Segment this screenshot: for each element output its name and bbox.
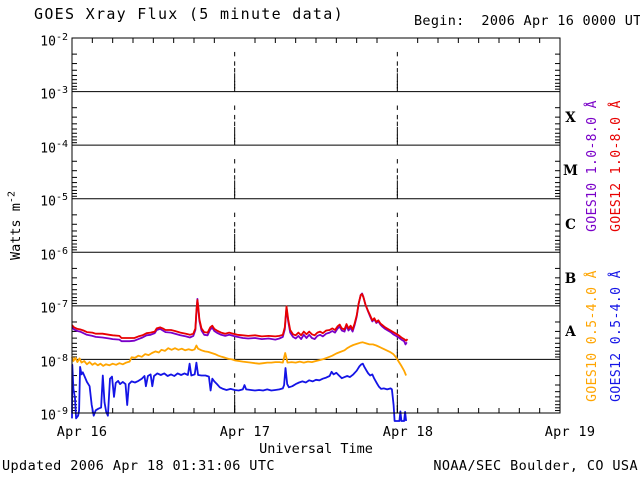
y-tick-1e-4: 10-4 (40, 139, 68, 157)
legend-goes10-long: GOES10 1.0-8.0 Å (585, 100, 600, 232)
page-title: GOES Xray Flux (5 minute data) (34, 5, 344, 23)
legend-goes12-short: GOES12 0.5-4.0 Å (609, 270, 624, 402)
y-tick-1e-9: 10-9 (40, 406, 68, 424)
plot-frame (71, 37, 561, 414)
x-axis-label: Universal Time (259, 441, 373, 457)
flare-class-m: M (563, 163, 578, 179)
updated-timestamp: Updated 2006 Apr 18 01:31:06 UTC (2, 458, 275, 474)
begin-time-label: Begin: 2006 Apr 16 0000 UTC (414, 13, 640, 29)
y-tick-1e-8: 10-8 (40, 353, 68, 371)
noaa-credit: NOAA/SEC Boulder, CO USA (433, 458, 638, 474)
flare-class-b: B (564, 271, 577, 287)
xray-curve-goes12-0-5-4-0- (71, 361, 407, 422)
flare-class-c: C (565, 217, 576, 233)
legend-goes10-short: GOES10 0.5-4.0 Å (585, 270, 600, 402)
y-tick-1e-7: 10-7 (40, 299, 68, 317)
y-tick-1e-2: 10-2 (40, 32, 68, 50)
x-tick-apr19: Apr 19 (544, 424, 596, 440)
xray-curve-goes12-1-0-8-0- (71, 293, 409, 342)
flare-class-a: A (565, 324, 576, 340)
legend-goes12-long: GOES12 1.0-8.0 Å (609, 100, 624, 232)
y-axis-label: Watts m-2 (6, 191, 25, 260)
x-tick-apr18: Apr 18 (382, 424, 434, 440)
x-tick-apr17: Apr 17 (219, 424, 271, 440)
xray-curve-goes10-0-5-4-0- (71, 341, 407, 376)
y-tick-1e-5: 10-5 (40, 192, 68, 210)
x-tick-apr16: Apr 16 (56, 424, 108, 440)
flare-class-x: X (565, 110, 576, 126)
y-tick-1e-6: 10-6 (40, 246, 68, 264)
y-tick-1e-3: 10-3 (40, 85, 68, 103)
